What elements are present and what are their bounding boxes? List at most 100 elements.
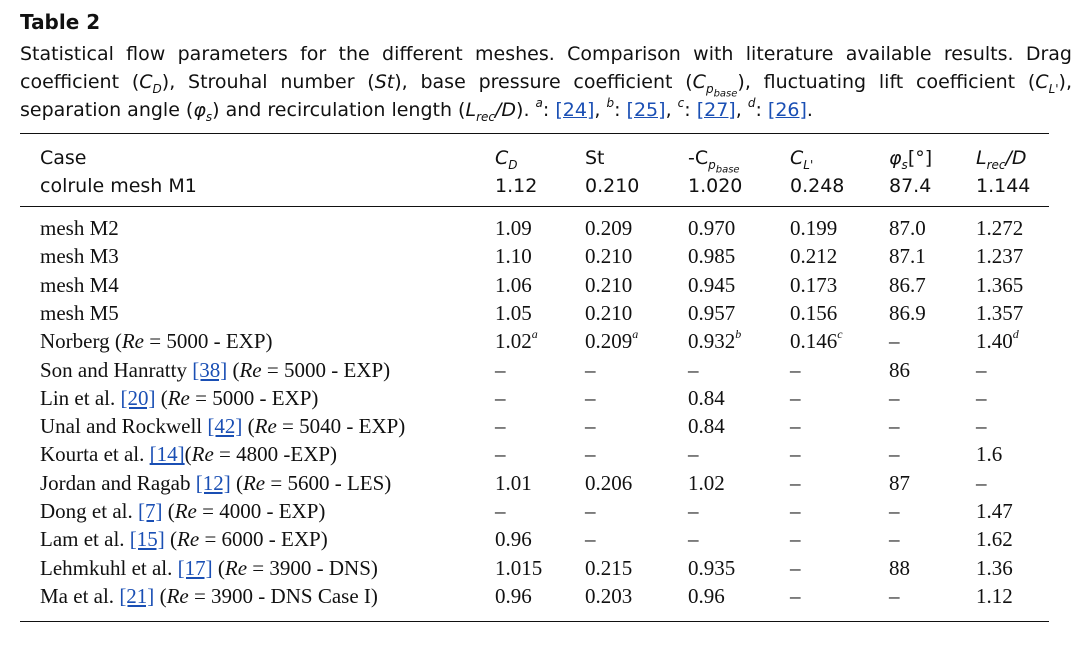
reference-link[interactable]: [12] (195, 470, 231, 495)
caption-text: ), separation angle ( (20, 71, 1072, 121)
row-phi: 87 (889, 470, 910, 495)
row-cd: 0.96 (495, 527, 532, 552)
row-cp: 0.957 (688, 300, 736, 325)
row-case: Ma et al. [21] (Re = 3900 - DNS Case I) (40, 583, 378, 608)
row-cl: 0.146c (790, 327, 843, 354)
baseline-case: colrule mesh M1 (40, 175, 197, 197)
row-cl: – (790, 414, 801, 439)
row-cl: – (790, 555, 801, 580)
caption-text: : (542, 99, 556, 121)
table-row: mesh M2 1.09 0.209 0.970 0.199 87.0 1.272 (40, 214, 1049, 242)
footnote-mark: a (535, 95, 543, 110)
reference-link[interactable]: [24] (555, 99, 595, 121)
phi-symbol: φs (193, 99, 213, 124)
reference-link[interactable]: [7] (137, 499, 163, 523)
table-row: mesh M5 1.05 0.210 0.957 0.156 86.9 1.357 (40, 299, 1049, 327)
row-cl: 0.173 (790, 272, 838, 297)
row-st: 0.203 (585, 583, 633, 608)
reference-link[interactable]: [42] (207, 414, 243, 439)
row-cd: 1.10 (495, 244, 532, 269)
row-cd: 1.05 (495, 300, 532, 325)
table-row: Norberg (Re = 5000 - EXP) 1.02a 0.209a 0.93… (40, 327, 1049, 355)
header-st: St (585, 147, 605, 169)
caption-text: ) and recirculation length ( (212, 99, 466, 121)
reference-link[interactable]: [21] (119, 583, 155, 608)
bottom-rule (20, 621, 1049, 622)
row-cd: 1.09 (495, 216, 532, 240)
row-st: – (585, 499, 596, 523)
row-case: mesh M2 (40, 216, 119, 240)
baseline-cd: 1.12 (495, 175, 538, 197)
row-lrec: 1.272 (976, 216, 1024, 240)
row-phi: 88 (889, 555, 910, 580)
table-row: Unal and Rockwell [42] (Re = 5040 - EXP)… (40, 412, 1049, 440)
caption-text: : (755, 99, 768, 121)
reference-link[interactable]: [17] (177, 555, 213, 580)
row-cp: 0.84 (688, 385, 725, 410)
row-case: mesh M3 (40, 244, 119, 269)
caption-text: : (614, 99, 627, 121)
table-row: Ma et al. [21] (Re = 3900 - DNS Case I) 0… (40, 582, 1049, 610)
table-row: mesh M3 1.10 0.210 0.985 0.212 87.1 1.237 (40, 242, 1049, 270)
caption-text: . (806, 99, 813, 121)
caption-text: , (665, 99, 678, 121)
row-cl: – (790, 583, 801, 608)
row-st: – (585, 385, 596, 410)
reference-link[interactable]: [20] (120, 385, 156, 410)
row-cp: 0.970 (688, 216, 736, 240)
header-cp: -Cpbase (688, 147, 740, 176)
row-cd: – (495, 414, 506, 439)
baseline-cp: 1.020 (688, 175, 743, 197)
row-st: – (585, 442, 596, 467)
row-phi: – (889, 385, 900, 410)
baseline-st: 0.210 (585, 175, 640, 197)
row-lrec: 1.12 (976, 583, 1013, 608)
row-st: – (585, 527, 596, 552)
table-row: Lam et al. [15] (Re = 6000 - EXP) 0.96 – – –… (40, 525, 1049, 553)
reference-link[interactable]: [25] (626, 99, 666, 121)
reference-link[interactable]: [14] (149, 442, 185, 467)
row-cd: – (495, 499, 506, 523)
row-cp: – (688, 357, 699, 382)
row-phi: 86 (889, 357, 910, 382)
footnote-mark: a (531, 327, 538, 342)
row-case: Son and Hanratty [38] (Re = 5000 - EXP) (40, 357, 391, 382)
footnote-mark: b (735, 327, 742, 342)
row-lrec: 1.47 (976, 499, 1013, 523)
row-lrec: – (976, 385, 987, 410)
mid-rule (20, 206, 1049, 207)
row-case: Jordan and Ragab [12] (Re = 5600 - LES) (40, 470, 392, 495)
reference-link[interactable]: [38] (192, 357, 228, 382)
top-rule (20, 133, 1049, 134)
row-cl: 0.199 (790, 216, 838, 240)
table-row: Lin et al. [20] (Re = 5000 - EXP) – – 0.84 –… (40, 384, 1049, 412)
reference-link[interactable]: [27] (696, 99, 736, 121)
row-cl: 0.212 (790, 244, 838, 269)
table-row: Dong et al. [7] (Re = 4000 - EXP) – – – – – 1.… (40, 497, 1049, 525)
cp-symbol: Cpbase (692, 71, 738, 100)
row-st: 0.206 (585, 470, 633, 495)
reference-link[interactable]: [15] (129, 527, 165, 552)
row-cp: 0.96 (688, 583, 725, 608)
row-lrec: 1.357 (976, 300, 1024, 325)
row-phi: – (889, 442, 900, 467)
row-cp: 0.84 (688, 414, 725, 439)
row-lrec: 1.365 (976, 272, 1024, 297)
row-lrec: 1.62 (976, 527, 1013, 552)
footnote-mark: d (1012, 327, 1019, 342)
caption-text: ), Strouhal number ( (161, 71, 375, 93)
footnote-mark: c (837, 327, 843, 342)
row-cp: – (688, 442, 699, 467)
header-case: Case (40, 147, 87, 169)
row-lrec: 1.36 (976, 555, 1013, 580)
row-st: – (585, 414, 596, 439)
row-lrec: – (976, 357, 987, 382)
row-st: 0.210 (585, 272, 633, 297)
row-case: Norberg (Re = 5000 - EXP) (40, 329, 273, 354)
table-title: Table 2 (20, 10, 101, 34)
row-cd: 0.96 (495, 583, 532, 608)
row-st: – (585, 357, 596, 382)
reference-link[interactable]: [26] (767, 99, 807, 121)
row-phi: 87.0 (889, 216, 926, 240)
row-cd: 1.06 (495, 272, 532, 297)
